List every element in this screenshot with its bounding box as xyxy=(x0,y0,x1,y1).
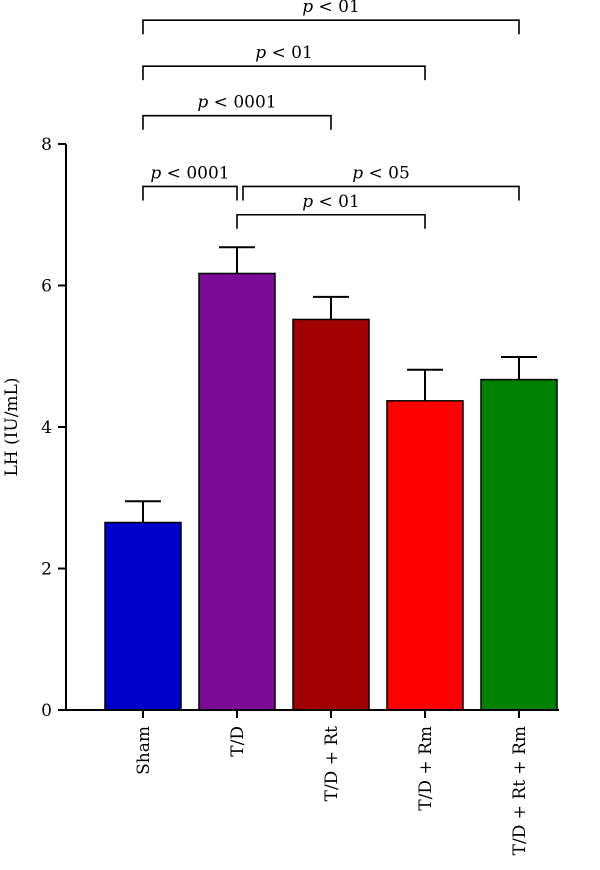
x-category-label: T/D xyxy=(228,726,248,757)
y-axis-title: LH (IU/mL) xyxy=(2,378,22,477)
significance-brackets: p < 0001 p < 0001 p < 01 p < 01 p < 01 p < 05 xyxy=(142,0,520,229)
x-category-label: T/D + Rt + Rm xyxy=(510,726,530,855)
y-tick-label: 2 xyxy=(41,560,52,580)
significance-label: p < 01 xyxy=(302,192,360,212)
bar xyxy=(480,378,558,711)
x-category-label: T/D + Rt xyxy=(322,726,342,802)
significance-label: p < 0001 xyxy=(197,93,276,113)
x-axis: Sham T/D T/D + Rt T/D + Rm T/D + Rt + Rm xyxy=(65,709,559,855)
significance-bracket xyxy=(142,114,332,130)
significance-bracket xyxy=(142,19,520,35)
y-tick-label: 0 xyxy=(41,701,52,721)
significance-label: p < 01 xyxy=(302,0,360,17)
significance-label: p < 01 xyxy=(255,43,313,63)
bar xyxy=(386,400,464,711)
error-bars xyxy=(125,246,537,523)
significance-bracket xyxy=(142,65,426,81)
significance-bracket xyxy=(142,185,238,201)
bar xyxy=(104,521,182,711)
significance-label: p < 0001 xyxy=(150,163,229,183)
y-axis: 0 2 4 6 8 xyxy=(41,135,67,721)
y-tick-label: 6 xyxy=(41,277,52,297)
x-category-label: T/D + Rm xyxy=(416,726,436,811)
y-tick-label: 4 xyxy=(41,418,52,438)
bars xyxy=(104,272,558,711)
y-tick-label: 8 xyxy=(41,135,52,155)
significance-label: p < 05 xyxy=(352,163,410,183)
bar xyxy=(198,272,276,711)
x-category-label: Sham xyxy=(134,726,154,775)
significance-bracket xyxy=(242,185,520,201)
significance-bracket xyxy=(236,213,426,229)
bar xyxy=(292,318,370,711)
